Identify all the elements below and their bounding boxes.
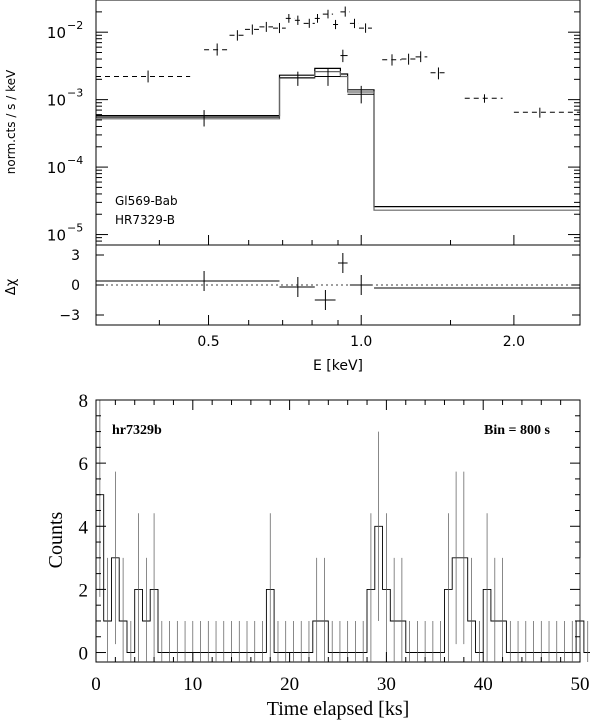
light-curve-x-tick-label-0: 0 [91, 674, 101, 695]
dashed-data-point-8 [303, 18, 315, 28]
light-curve-ticks: 0 10 20 30 40 50 0 2 4 6 8 [79, 391, 590, 695]
dashed-data-point-20 [513, 107, 580, 118]
dashed-data-point-1 [204, 43, 230, 56]
residual-x-ticks: 0.5 1.0 2.0 [158, 235, 525, 350]
y-tick-exponent-0: −2 [67, 19, 83, 32]
y-tick-label-1: 10 [47, 92, 66, 110]
light-curve-x-tick-label-2: 20 [280, 674, 299, 695]
residual-x-label: E [keV] [313, 358, 363, 374]
residual-y-tick-label-0: 3 [71, 248, 80, 264]
dashed-data-point-9 [314, 14, 323, 23]
light-curve-x-tick-label-4: 40 [474, 674, 493, 695]
light-curve-data [96, 400, 590, 662]
spectrum-data-points [96, 6, 580, 127]
dashed-data-point-12 [340, 6, 350, 17]
dashed-data-point-6 [285, 14, 295, 23]
residual-point-2 [314, 290, 336, 310]
dashed-data-point-17 [415, 51, 428, 63]
light-curve-y-tick-label-4: 8 [79, 391, 89, 412]
light-curve-y-tick-label-0: 0 [79, 644, 89, 665]
dashed-data-point-15 [382, 54, 402, 66]
light-curve-frame [95, 399, 581, 663]
spectrum-panel: 10−210−310−410−5 norm.cts / s / keV Gl56… [4, 0, 581, 246]
light-curve-x-label: Time elapsed [ks] [267, 698, 410, 720]
light-curve-y-tick-label-1: 2 [79, 580, 89, 601]
solid-data-point-0 [96, 110, 280, 127]
residual-y-tick-label-1: 0 [71, 278, 80, 294]
light-curve-x-tick-label-3: 30 [377, 674, 396, 695]
y-tick-exponent-2: −4 [67, 154, 83, 167]
light-curve-y-label: Counts [45, 511, 67, 568]
spectrum-model-model-step-2 [96, 71, 580, 211]
x-tick-label-0: 0.5 [197, 334, 219, 350]
spectrum-model-model-step-1 [96, 67, 580, 208]
light-curve-histogram [96, 494, 590, 653]
residual-data-points [96, 253, 580, 310]
light-curve-y-tick-label-3: 6 [79, 454, 89, 475]
solid-data-point-3 [340, 49, 348, 63]
dashed-data-point-18 [430, 67, 447, 80]
dashed-data-point-3 [244, 24, 260, 35]
solid-data-point-1 [279, 71, 315, 86]
dashed-data-point-5 [272, 22, 286, 34]
y-tick-label-3: 10 [47, 227, 66, 245]
spectrum-frame [95, 0, 581, 246]
residual-y-ticks: 3 0 −3 [59, 248, 580, 324]
dashed-data-point-14 [358, 23, 372, 33]
y-tick-label-0: 10 [47, 24, 66, 42]
dashed-data-point-16 [401, 53, 416, 65]
y-tick-exponent-1: −3 [67, 87, 83, 100]
y-tick-label-2: 10 [47, 159, 66, 177]
solid-data-point-4 [347, 85, 375, 104]
residual-y-tick-label-2: −3 [59, 308, 80, 324]
light-curve-x-tick-label-1: 10 [183, 674, 202, 695]
spectrum-y-label: norm.cts / s / keV [4, 69, 18, 174]
residual-point-4 [349, 275, 372, 295]
solid-data-point-2 [314, 68, 341, 86]
x-tick-label-1: 1.0 [350, 334, 372, 350]
dashed-data-point-19 [464, 94, 503, 103]
dashed-data-point-0 [96, 70, 191, 83]
residual-y-label: Δχ [4, 278, 19, 295]
dashed-data-point-13 [349, 18, 359, 29]
residual-point-0 [96, 271, 280, 291]
y-tick-exponent-3: −5 [67, 222, 83, 235]
dashed-data-point-10 [322, 9, 334, 19]
annotation-hr7329b: hr7329b [112, 423, 162, 438]
residual-panel: 3 0 −3 0.5 1.0 2.0 Δχ E [keV] [4, 235, 581, 374]
dashed-data-point-2 [229, 30, 245, 41]
annotation-hr7329: HR7329-B [115, 213, 175, 227]
x-tick-label-2: 2.0 [503, 334, 525, 350]
dashed-data-point-4 [259, 21, 273, 32]
dashed-data-point-7 [294, 15, 304, 25]
dashed-data-point-11 [333, 19, 341, 30]
spectrum-y-ticks: 10−210−310−410−5 [47, 0, 580, 246]
annotation-gl569: Gl569-Bab [115, 194, 178, 208]
spectrum-model-lines [96, 67, 580, 211]
light-curve-x-tick-label-5: 50 [571, 674, 590, 695]
residual-point-1 [279, 277, 315, 297]
annotation-bin: Bin = 800 s [484, 423, 550, 438]
light-curve-y-tick-label-2: 4 [79, 517, 89, 538]
light-curve-panel: 0 10 20 30 40 50 0 2 4 6 8 Time elapsed [ks] Count… [45, 391, 590, 720]
residual-point-3 [338, 253, 348, 273]
